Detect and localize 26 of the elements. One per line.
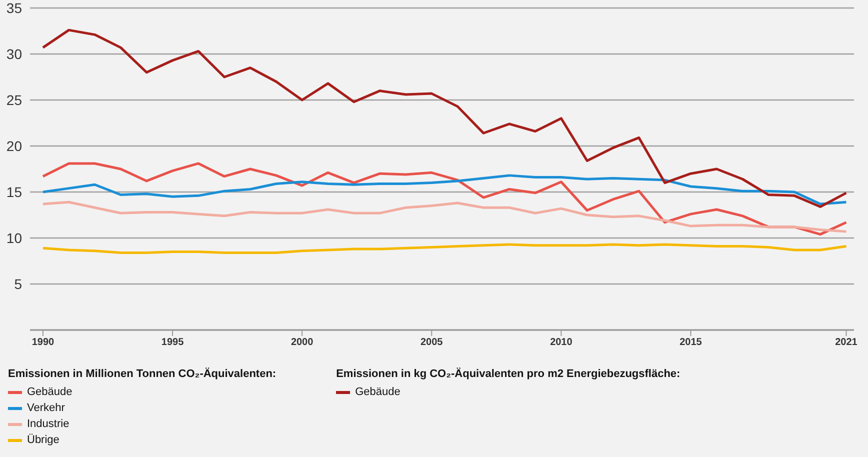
x-tick-label: 2010 bbox=[550, 337, 573, 348]
x-tick-label: 2005 bbox=[420, 337, 444, 348]
line-series bbox=[42, 243, 848, 254]
line-series bbox=[42, 200, 848, 233]
y-tick-label: 30 bbox=[6, 46, 22, 62]
legend-title: Emissionen in Millionen Tonnen CO₂-Äquivalenten: bbox=[8, 368, 276, 380]
y-tick-label: 10 bbox=[6, 230, 22, 246]
y-tick-label: 15 bbox=[6, 184, 22, 200]
legend-label: Verkehr bbox=[27, 402, 65, 414]
legend-label: Gebäude bbox=[27, 386, 72, 398]
legend-label: Gebäude bbox=[355, 386, 400, 398]
text: Emissionen in kg CO₂-Äquivalenten pro m2 Energiebezugsfläche: bbox=[336, 368, 680, 380]
line-series bbox=[42, 174, 848, 206]
x-tick-label: 1990 bbox=[32, 337, 55, 348]
y-tick-label: 25 bbox=[6, 92, 22, 108]
line-series bbox=[42, 28, 848, 208]
x-tick-label: 2015 bbox=[680, 337, 702, 348]
y-tick-label: 5 bbox=[14, 276, 22, 292]
x-tick-label: 1995 bbox=[161, 337, 184, 348]
x-tick-label: 2021 bbox=[835, 337, 858, 348]
x-tick-label: 2000 bbox=[290, 337, 314, 348]
y-tick-label: 35 bbox=[6, 0, 22, 16]
legend-label: Industrie bbox=[27, 418, 70, 430]
legend-label: Übrige bbox=[27, 434, 60, 446]
line-series bbox=[42, 162, 848, 236]
y-tick-label: 20 bbox=[6, 138, 22, 154]
